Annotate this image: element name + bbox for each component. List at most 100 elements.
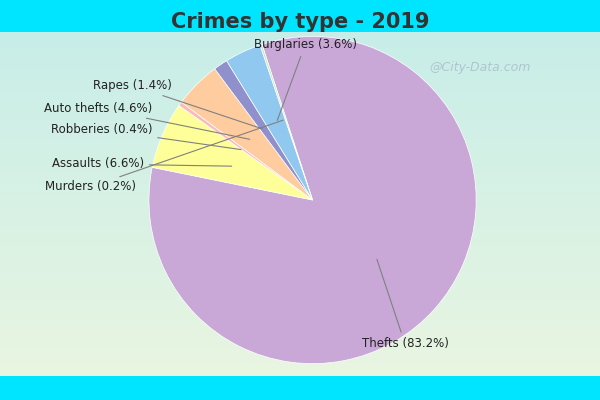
Bar (0, 127, 600, 128)
Bar (0, 149, 600, 150)
Bar (0, 360, 600, 361)
Bar (0, 324, 600, 326)
Bar (0, 355, 600, 356)
Bar (0, 66, 600, 68)
Bar (0, 92, 600, 93)
Bar (0, 252, 600, 253)
Bar (0, 133, 600, 134)
Bar (0, 338, 600, 339)
Bar (0, 87, 600, 88)
Bar (0, 318, 600, 319)
Bar (0, 218, 600, 219)
Bar (0, 65, 600, 66)
Bar (0, 352, 600, 353)
Bar (0, 202, 600, 203)
Text: Robberies (0.4%): Robberies (0.4%) (50, 123, 241, 150)
Bar (0, 141, 600, 142)
Bar (0, 277, 600, 278)
Bar (0, 76, 600, 77)
Bar (0, 187, 600, 188)
Bar (0, 230, 600, 232)
Bar (0, 288, 600, 289)
Bar (0, 283, 600, 284)
Bar (0, 102, 600, 103)
Bar (0, 251, 600, 252)
Bar (0, 327, 600, 328)
Bar (0, 48, 600, 49)
Wedge shape (149, 36, 476, 364)
Bar (0, 196, 600, 197)
Bar (0, 160, 600, 162)
Bar (0, 269, 600, 270)
Bar (0, 166, 600, 167)
Bar (0, 211, 600, 212)
Bar (0, 122, 600, 124)
Bar (0, 281, 600, 282)
Bar (0, 278, 600, 280)
Bar (0, 337, 600, 338)
Bar (0, 61, 600, 62)
Bar (0, 191, 600, 192)
Bar (0, 290, 600, 291)
Bar (0, 77, 600, 78)
Bar (0, 236, 600, 237)
Bar (0, 54, 600, 55)
Bar (0, 39, 600, 40)
Bar (0, 46, 600, 47)
Bar (0, 268, 600, 269)
Bar (0, 227, 600, 228)
Text: @City-Data.com: @City-Data.com (430, 62, 530, 74)
Bar (0, 225, 600, 226)
Bar (0, 358, 600, 359)
Bar (0, 261, 600, 262)
Bar (0, 190, 600, 191)
Bar (0, 195, 600, 196)
Bar (0, 42, 600, 44)
Bar (0, 175, 600, 176)
Bar (0, 204, 600, 205)
Bar (0, 245, 600, 246)
Bar (0, 314, 600, 315)
Bar (0, 152, 600, 154)
Bar (0, 130, 600, 131)
Bar (0, 217, 600, 218)
Bar (0, 322, 600, 323)
Bar (0, 165, 600, 166)
Bar (0, 350, 600, 351)
Bar (0, 146, 600, 147)
Bar (0, 334, 600, 335)
Bar (0, 212, 600, 213)
Bar (0, 139, 600, 140)
Bar (0, 81, 600, 82)
Bar (0, 300, 600, 302)
Bar (0, 299, 600, 300)
Bar (0, 189, 600, 190)
Bar (0, 33, 600, 34)
Bar (0, 162, 600, 163)
Bar (0, 273, 600, 274)
Bar (0, 171, 600, 172)
Bar (0, 359, 600, 360)
Bar (0, 216, 600, 217)
Bar (0, 305, 600, 306)
Bar (0, 164, 600, 165)
Bar (0, 84, 600, 85)
Bar (0, 228, 600, 229)
Bar (0, 234, 600, 235)
Bar (0, 356, 600, 358)
Bar (0, 62, 600, 63)
Bar (0, 240, 600, 241)
Bar (0, 316, 600, 318)
Bar (0, 354, 600, 355)
Bar (0, 222, 600, 224)
Bar (0, 241, 600, 242)
Bar (0, 78, 600, 79)
Bar (0, 104, 600, 105)
Bar (0, 336, 600, 337)
Bar (0, 284, 600, 286)
Bar (0, 150, 600, 151)
Bar (0, 237, 600, 238)
Bar (0, 343, 600, 344)
Bar (0, 151, 600, 152)
Bar (0, 340, 600, 342)
